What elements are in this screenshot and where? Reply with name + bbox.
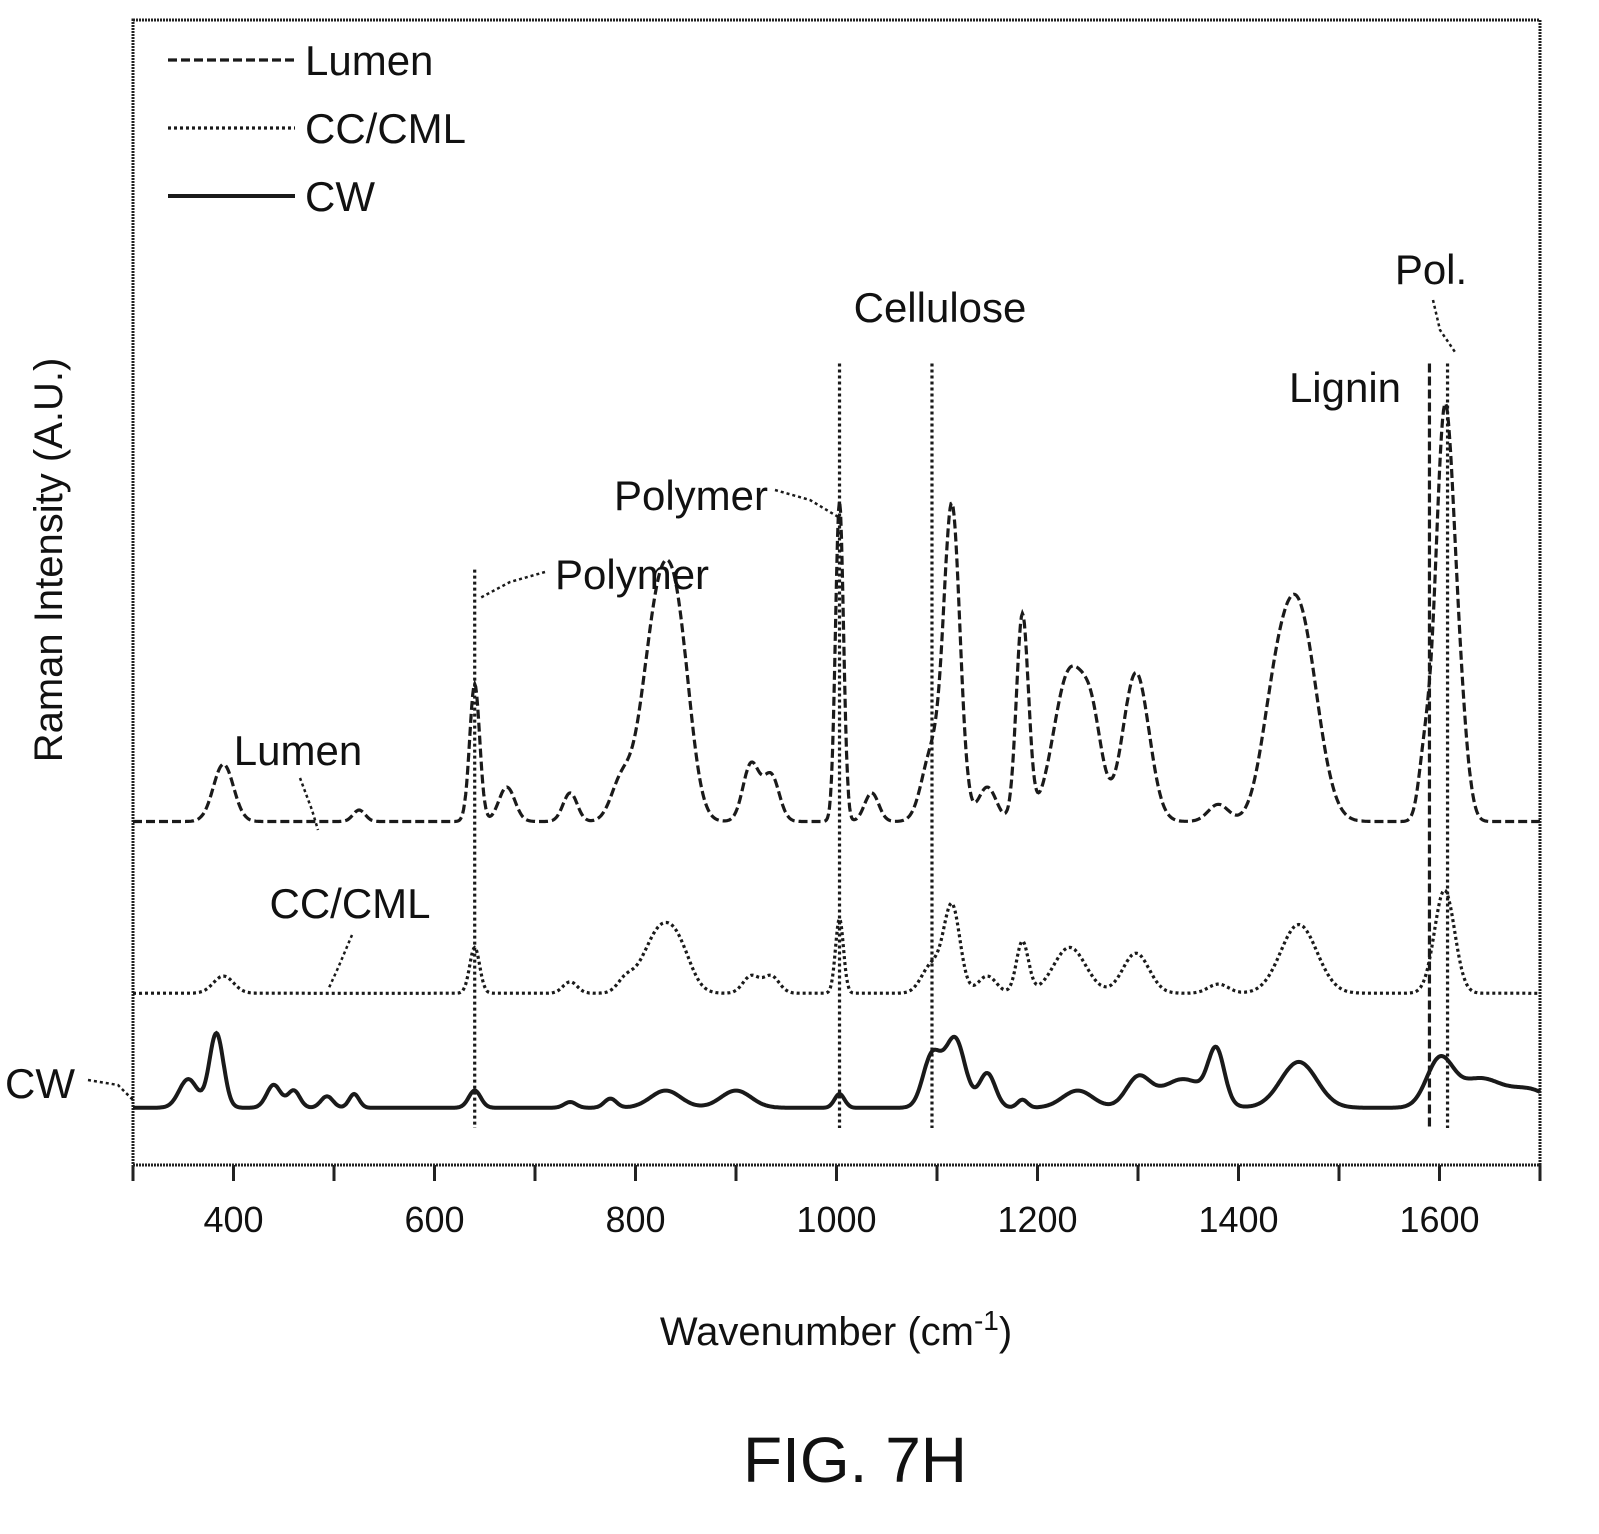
x-axis-label-superscript: -1 (974, 1305, 999, 1336)
x-tick-label-1000: 1000 (796, 1199, 876, 1240)
spectra (133, 399, 1541, 1110)
peak-annotations: Lumen CC/CML CW Polymer Polymer Cellulose Lign… (5, 246, 1467, 1107)
legend-label-lumen: Lumen (305, 37, 433, 84)
annotation-leader-1 (326, 934, 354, 991)
x-axis-ticks: 400 600 800 1000 1200 1400 1600 (131, 1165, 1542, 1240)
annotation-leader-4 (774, 488, 841, 520)
annotation-lumen: Lumen (234, 727, 362, 774)
legend-label-cc-cml: CC/CML (305, 105, 466, 152)
x-tick-label-400: 400 (203, 1199, 263, 1240)
annotation-leader-2 (87, 1078, 134, 1101)
figure-label: FIG. 7H (743, 1424, 967, 1496)
annotation-leader-0 (298, 777, 320, 831)
annotation-cc-cml: CC/CML (269, 880, 430, 927)
x-tick-label-600: 600 (404, 1199, 464, 1240)
x-axis-label-main: Wavenumber (cm (660, 1310, 974, 1354)
annotation-leader-3 (479, 570, 546, 600)
x-tick-label-1600: 1600 (1399, 1199, 1479, 1240)
annotation-polymer: Polymer (614, 472, 768, 519)
annotation-leader-7 (1431, 299, 1457, 353)
annotation-cellulose: Cellulose (854, 284, 1027, 331)
x-axis-label: Wavenumber (cm-1) (660, 1305, 1012, 1355)
x-axis-label-end: ) (999, 1310, 1012, 1354)
series-line-lumen (133, 399, 1540, 824)
x-tick-label-800: 800 (605, 1199, 665, 1240)
annotation-cw: CW (5, 1060, 75, 1107)
legend-label-cw: CW (305, 173, 375, 220)
annotation-pol-: Pol. (1395, 246, 1467, 293)
legend: Lumen CC/CML CW (168, 37, 466, 220)
reference-lines (473, 363, 1450, 1128)
annotation-polymer: Polymer (555, 551, 709, 598)
x-tick-label-1200: 1200 (997, 1199, 1077, 1240)
annotation-lignin: Lignin (1289, 364, 1401, 411)
y-axis-label: Raman Intensity (A.U.) (27, 358, 71, 763)
x-tick-label-1400: 1400 (1198, 1199, 1278, 1240)
series-line-cw (133, 1030, 1541, 1110)
